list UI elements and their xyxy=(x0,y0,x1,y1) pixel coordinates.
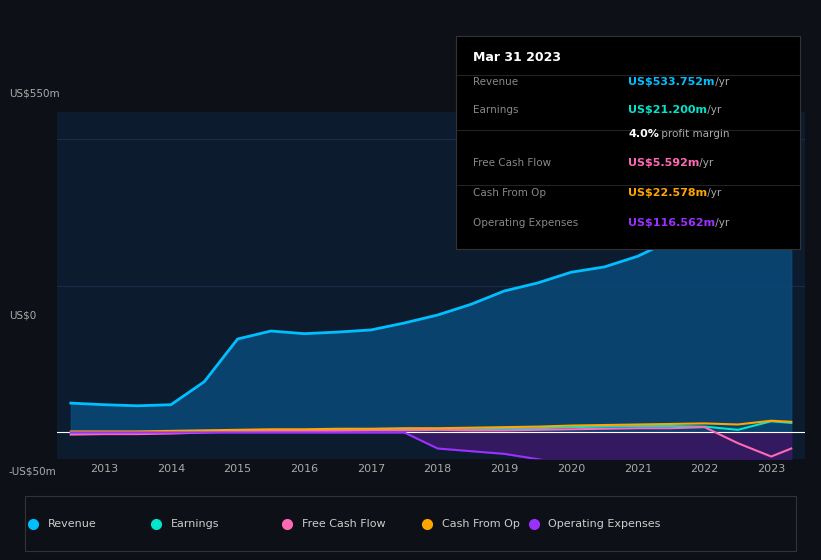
Text: -US$50m: -US$50m xyxy=(9,466,57,476)
Text: US$21.200m: US$21.200m xyxy=(628,105,707,115)
Text: US$5.592m: US$5.592m xyxy=(628,158,699,169)
Text: /yr: /yr xyxy=(704,188,721,198)
Text: /yr: /yr xyxy=(712,218,729,228)
Text: US$533.752m: US$533.752m xyxy=(628,77,714,87)
Text: Revenue: Revenue xyxy=(473,77,518,87)
Text: Revenue: Revenue xyxy=(48,519,96,529)
Text: Operating Expenses: Operating Expenses xyxy=(473,218,578,228)
Text: US$0: US$0 xyxy=(9,310,36,320)
Text: profit margin: profit margin xyxy=(658,129,730,138)
Text: Mar 31 2023: Mar 31 2023 xyxy=(473,52,561,64)
Text: US$116.562m: US$116.562m xyxy=(628,218,715,228)
Text: Earnings: Earnings xyxy=(171,519,219,529)
Text: Operating Expenses: Operating Expenses xyxy=(548,519,661,529)
Text: Cash From Op: Cash From Op xyxy=(473,188,546,198)
Text: /yr: /yr xyxy=(704,105,721,115)
Text: Free Cash Flow: Free Cash Flow xyxy=(302,519,386,529)
Text: 4.0%: 4.0% xyxy=(628,129,659,138)
Text: /yr: /yr xyxy=(696,158,713,169)
Text: Free Cash Flow: Free Cash Flow xyxy=(473,158,551,169)
Text: Cash From Op: Cash From Op xyxy=(442,519,520,529)
Text: US$550m: US$550m xyxy=(9,88,60,98)
Text: /yr: /yr xyxy=(712,77,729,87)
Text: US$22.578m: US$22.578m xyxy=(628,188,707,198)
Text: Earnings: Earnings xyxy=(473,105,518,115)
